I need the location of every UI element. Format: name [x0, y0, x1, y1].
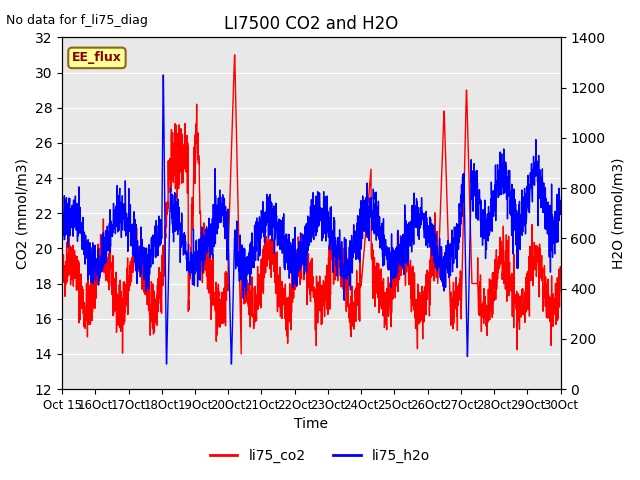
li75_h2o	[326, 238, 333, 243]
li75_co2	[197, 233, 205, 239]
li75_h2o	[513, 231, 521, 237]
li75_h2o	[163, 361, 170, 367]
li75_h2o	[159, 72, 167, 78]
Text: EE_flux: EE_flux	[72, 51, 122, 64]
Y-axis label: CO2 (mmol/m3): CO2 (mmol/m3)	[15, 158, 29, 269]
li75_h2o	[198, 229, 205, 235]
li75_h2o	[337, 273, 344, 279]
Title: LI7500 CO2 and H2O: LI7500 CO2 and H2O	[224, 15, 399, 33]
Y-axis label: H2O (mmol/m3): H2O (mmol/m3)	[611, 157, 625, 269]
li75_h2o	[456, 227, 464, 232]
li75_co2	[58, 274, 66, 279]
li75_co2	[337, 272, 344, 278]
li75_co2	[237, 351, 245, 357]
li75_h2o	[527, 185, 534, 191]
li75_co2	[326, 277, 333, 283]
li75_co2	[557, 273, 564, 278]
Line: li75_co2: li75_co2	[62, 55, 561, 354]
li75_co2	[456, 298, 464, 303]
li75_co2	[527, 253, 534, 259]
li75_h2o	[58, 248, 66, 254]
li75_h2o	[557, 198, 564, 204]
X-axis label: Time: Time	[294, 418, 328, 432]
li75_co2	[230, 52, 238, 58]
Text: No data for f_li75_diag: No data for f_li75_diag	[6, 14, 148, 27]
li75_co2	[513, 297, 521, 302]
Legend: li75_co2, li75_h2o: li75_co2, li75_h2o	[204, 443, 436, 468]
Line: li75_h2o: li75_h2o	[62, 75, 561, 364]
